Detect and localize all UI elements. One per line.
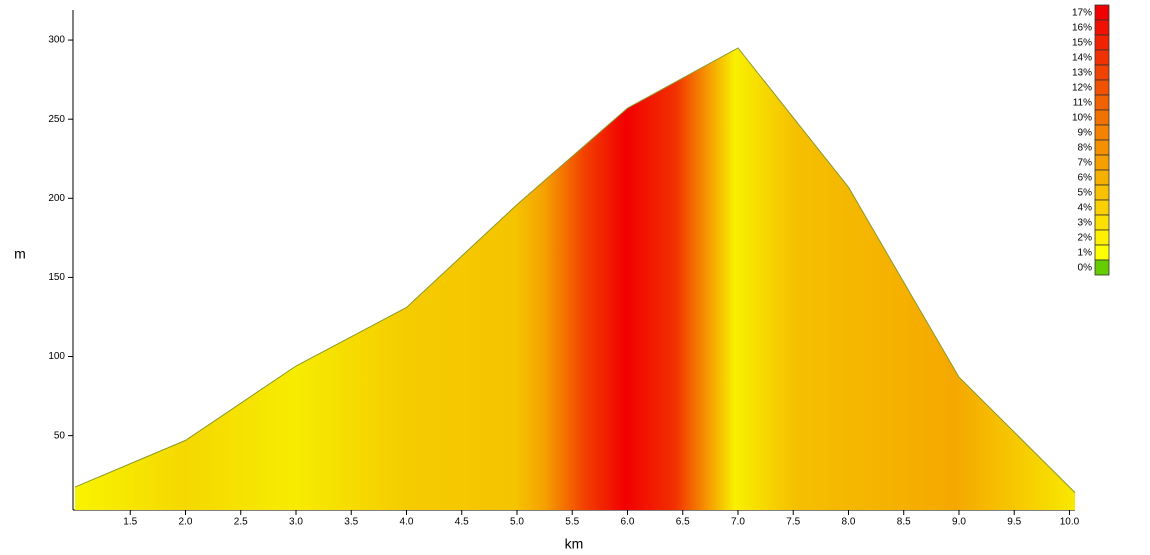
legend-label: 8% bbox=[1078, 143, 1093, 154]
legend-swatch bbox=[1094, 94, 1110, 111]
legend-label: 7% bbox=[1078, 158, 1093, 169]
x-tick-label: 10.0 bbox=[1060, 517, 1080, 528]
x-tick-label: 3.5 bbox=[344, 517, 358, 528]
profile-line bbox=[74, 47, 1076, 493]
legend-swatch bbox=[1094, 124, 1110, 141]
legend-label: 4% bbox=[1078, 203, 1093, 214]
legend-swatch bbox=[1094, 109, 1110, 126]
legend-label: 2% bbox=[1078, 233, 1093, 244]
y-tick-label: 100 bbox=[48, 351, 65, 362]
x-tick-label: 8.5 bbox=[897, 517, 911, 528]
legend-label: 12% bbox=[1072, 83, 1092, 94]
x-tick-label: 6.0 bbox=[621, 517, 635, 528]
legend-swatch bbox=[1094, 199, 1110, 216]
legend-swatch bbox=[1094, 259, 1110, 276]
legend-label: 16% bbox=[1072, 23, 1092, 34]
legend-label: 15% bbox=[1072, 38, 1092, 49]
legend-swatch bbox=[1094, 214, 1110, 231]
x-tick-label: 3.0 bbox=[289, 517, 303, 528]
x-tick-label: 2.0 bbox=[179, 517, 193, 528]
legend-swatch bbox=[1094, 169, 1110, 186]
x-tick-label: 4.5 bbox=[455, 517, 469, 528]
x-tick-label: 4.0 bbox=[400, 517, 414, 528]
area-fill bbox=[75, 47, 1075, 511]
x-tick-label: 9.0 bbox=[952, 517, 966, 528]
legend-swatch bbox=[1094, 79, 1110, 96]
legend-label: 14% bbox=[1072, 53, 1092, 64]
legend-swatch bbox=[1094, 244, 1110, 261]
y-tick-label: 150 bbox=[48, 272, 65, 283]
x-axis-title: km bbox=[565, 536, 584, 552]
legend-label: 11% bbox=[1073, 98, 1092, 109]
legend-swatch bbox=[1094, 49, 1110, 66]
legend-swatch bbox=[1094, 184, 1110, 201]
y-axis-title: m bbox=[14, 246, 26, 262]
legend-label: 1% bbox=[1078, 248, 1093, 259]
y-tick-label: 250 bbox=[48, 114, 65, 125]
x-tick-label: 8.0 bbox=[842, 517, 856, 528]
x-tick-label: 5.0 bbox=[510, 517, 524, 528]
legend-swatch bbox=[1094, 4, 1110, 21]
legend-swatch bbox=[1094, 19, 1110, 36]
legend-label: 0% bbox=[1078, 263, 1093, 274]
legend-swatch bbox=[1094, 139, 1110, 156]
legend-swatch bbox=[1094, 229, 1110, 246]
legend-label: 13% bbox=[1072, 68, 1092, 79]
legend-label: 5% bbox=[1078, 188, 1093, 199]
x-tick-label: 1.5 bbox=[123, 517, 137, 528]
y-tick-label: 300 bbox=[48, 35, 65, 46]
x-tick-label: 6.5 bbox=[676, 517, 690, 528]
x-tick-label: 7.0 bbox=[731, 517, 745, 528]
legend-label: 10% bbox=[1072, 113, 1092, 124]
legend-swatch bbox=[1094, 34, 1110, 51]
y-tick-label: 200 bbox=[48, 193, 65, 204]
legend-label: 9% bbox=[1078, 128, 1093, 139]
x-tick-label: 5.5 bbox=[565, 517, 579, 528]
x-tick-label: 7.5 bbox=[786, 517, 800, 528]
legend-label: 6% bbox=[1078, 173, 1093, 184]
legend-label: 3% bbox=[1078, 218, 1093, 229]
legend-swatch bbox=[1094, 64, 1110, 81]
legend-label: 17% bbox=[1072, 8, 1092, 19]
x-tick-label: 2.5 bbox=[234, 517, 248, 528]
x-tick-label: 9.5 bbox=[1007, 517, 1021, 528]
y-tick-label: 50 bbox=[54, 430, 66, 441]
legend-swatch bbox=[1094, 154, 1110, 171]
